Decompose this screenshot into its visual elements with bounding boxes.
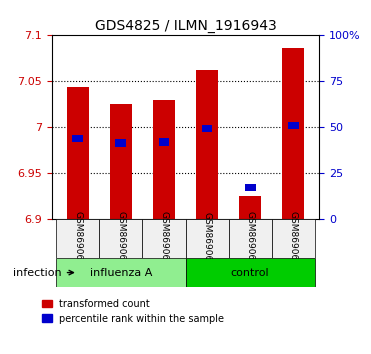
Bar [158, 138, 169, 146]
Text: GSM869067: GSM869067 [116, 211, 125, 267]
Legend: transformed count, percentile rank within the sample: transformed count, percentile rank withi… [42, 299, 224, 324]
Bar [67, 87, 89, 219]
Title: GDS4825 / ILMN_1916943: GDS4825 / ILMN_1916943 [95, 19, 276, 33]
Text: influenza A: influenza A [90, 268, 152, 278]
Bar [110, 104, 132, 219]
Text: GSM869069: GSM869069 [160, 211, 168, 267]
FancyBboxPatch shape [272, 219, 315, 258]
Bar [239, 196, 261, 219]
FancyBboxPatch shape [186, 219, 229, 258]
Text: control: control [231, 268, 269, 278]
Bar [196, 70, 218, 219]
Bar [153, 100, 175, 219]
Bar [115, 139, 126, 147]
FancyBboxPatch shape [142, 219, 186, 258]
FancyBboxPatch shape [229, 219, 272, 258]
Bar [245, 184, 256, 191]
Bar [288, 122, 299, 129]
Bar [72, 135, 83, 142]
Text: GSM869065: GSM869065 [73, 211, 82, 267]
FancyBboxPatch shape [56, 219, 99, 258]
FancyBboxPatch shape [186, 258, 315, 287]
FancyBboxPatch shape [99, 219, 142, 258]
Bar [282, 48, 304, 219]
Text: GSM869068: GSM869068 [289, 211, 298, 267]
FancyBboxPatch shape [56, 258, 186, 287]
Text: GSM869064: GSM869064 [203, 211, 211, 267]
Text: GSM869066: GSM869066 [246, 211, 255, 267]
Text: infection: infection [13, 268, 73, 278]
Bar [202, 125, 213, 132]
